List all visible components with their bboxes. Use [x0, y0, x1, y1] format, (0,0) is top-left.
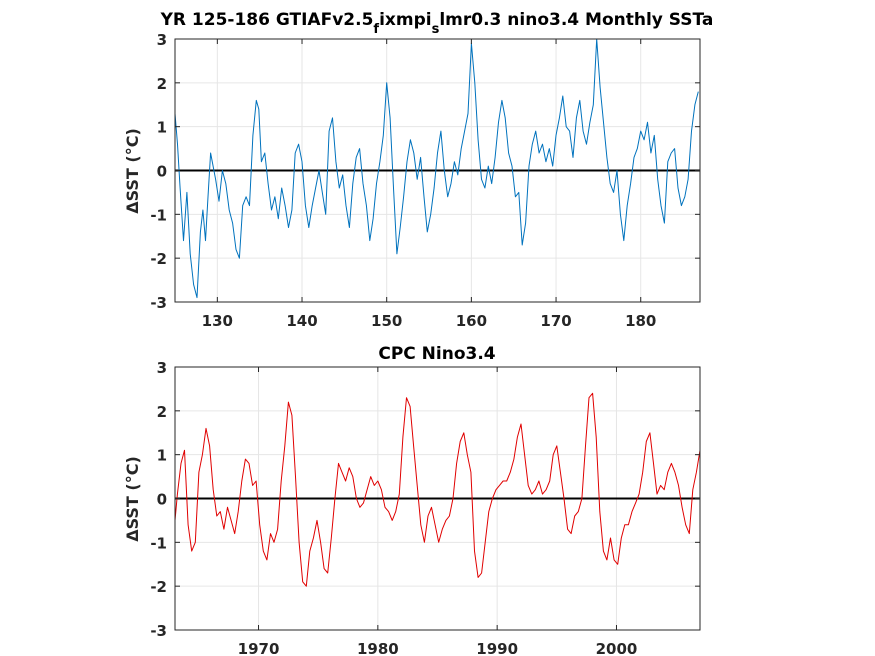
top-y-tick-label--3: -3 [150, 294, 167, 312]
top-y-tick-label-2: 2 [157, 75, 167, 93]
bottom-x-tick-label-1990: 1990 [476, 640, 518, 656]
bottom-y-tick-label-0: 0 [157, 491, 167, 509]
bottom-y-tick-label--2: -2 [150, 578, 167, 596]
top-chart-title: YR 125-186 GTIAFv2.5fixmpislmr0.3 nino3.… [160, 10, 714, 37]
bottom-y-tick-label--1: -1 [150, 534, 167, 552]
top-y-tick-label-3: 3 [157, 31, 167, 49]
bottom-y-ticks: -3 -2 -1 0 1 2 3 [150, 359, 700, 640]
top-x-ticks: 130 140 150 160 170 180 [202, 39, 656, 330]
bottom-y-tick-label-2: 2 [157, 403, 167, 421]
top-x-tick-label-180: 180 [625, 312, 656, 330]
top-title-part-1: f [373, 22, 379, 37]
top-title-part-3: s [432, 22, 440, 37]
top-x-tick-label-160: 160 [456, 312, 487, 330]
bottom-y-tick-label--3: -3 [150, 622, 167, 640]
top-y-tick-label-1: 1 [157, 119, 167, 137]
bottom-x-tick-label-1980: 1980 [357, 640, 399, 656]
bottom-series-group [174, 392, 701, 587]
bottom-series-line-0 [174, 392, 701, 587]
top-y-tick-label-0: 0 [157, 163, 167, 181]
top-series-line-0 [174, 38, 699, 299]
top-x-tick-label-130: 130 [202, 312, 233, 330]
bottom-y-tick-label-3: 3 [157, 359, 167, 377]
top-title-part-0: YR 125-186 GTIAFv2.5 [160, 10, 374, 30]
bottom-y-tick-label-1: 1 [157, 447, 167, 465]
top-title-part-2: ixmpi [379, 10, 432, 30]
bottom-x-tick-label-1970: 1970 [238, 640, 280, 656]
bottom-title-part-0: CPC Nino3.4 [378, 344, 495, 364]
top-y-ticks: -3 -2 -1 0 1 2 3 [150, 31, 700, 312]
bottom-y-axis-label: ΔSST (°C) [123, 456, 142, 542]
top-y-tick-label--2: -2 [150, 250, 167, 268]
top-title-part-4: lmr0.3 nino3.4 Monthly SSTa [439, 10, 713, 30]
bottom-x-tick-label-2000: 2000 [596, 640, 638, 656]
top-series-group [174, 38, 699, 299]
top-y-tick-label--1: -1 [150, 206, 167, 224]
bottom-chart-title: CPC Nino3.4 [378, 344, 495, 364]
top-x-tick-label-140: 140 [286, 312, 317, 330]
top-y-axis-label: ΔSST (°C) [123, 128, 142, 214]
top-x-tick-label-170: 170 [540, 312, 571, 330]
bottom-x-ticks: 1970 1980 1990 2000 [238, 367, 638, 656]
top-x-tick-label-150: 150 [371, 312, 402, 330]
top-chart-panel: 130 140 150 160 170 180 -3 -2 -1 0 1 2 3 YR 125-186… [123, 10, 713, 330]
